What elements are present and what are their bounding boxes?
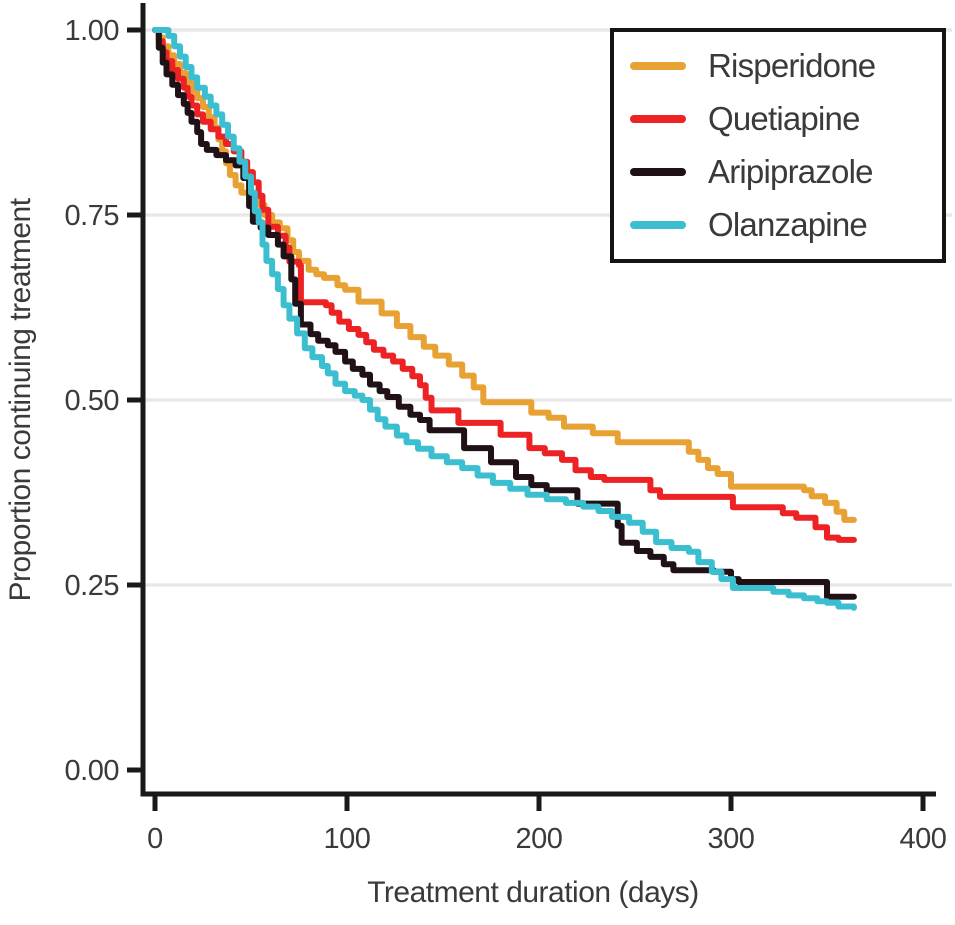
- legend-swatch-aripiprazole: [630, 167, 686, 176]
- curve-risperidone: [152, 27, 857, 523]
- legend-item-olanzapine: Olanzapine: [630, 206, 942, 244]
- legend-label: Quetiapine: [708, 100, 860, 138]
- curve-olanzapine: [152, 27, 857, 611]
- y-tick-label: 0.75: [65, 200, 119, 232]
- y-tick-label: 1.00: [65, 15, 119, 47]
- legend-label: Risperidone: [708, 47, 876, 85]
- y-axis-title: Proportion continuing treatment: [4, 198, 37, 602]
- y-tick-label: 0.50: [65, 385, 119, 417]
- y-tick-label: 0.00: [65, 755, 119, 787]
- legend-label: Olanzapine: [708, 205, 868, 243]
- legend-swatch-quetiapine: [630, 115, 686, 124]
- y-tick-label: 0.25: [65, 570, 119, 602]
- x-axis-title: Treatment duration (days): [367, 876, 699, 909]
- legend-item-risperidone: Risperidone: [630, 47, 942, 85]
- legend-swatch-risperidone: [630, 62, 686, 71]
- legend-swatch-olanzapine: [630, 220, 686, 229]
- legend-item-quetiapine: Quetiapine: [630, 100, 942, 138]
- legend-item-aripiprazole: Aripiprazole: [630, 153, 942, 191]
- curve-aripiprazole: [152, 27, 857, 600]
- x-tick-label: 400: [900, 823, 947, 855]
- curve-quetiapine: [152, 27, 857, 543]
- legend: Risperidone Quetiapine Aripiprazole Olanzap…: [610, 28, 946, 263]
- x-tick-label: 0: [147, 823, 163, 855]
- x-tick-label: 300: [708, 823, 755, 855]
- x-tick-label: 200: [516, 823, 563, 855]
- legend-label: Aripiprazole: [708, 152, 873, 190]
- x-tick-label: 100: [324, 823, 371, 855]
